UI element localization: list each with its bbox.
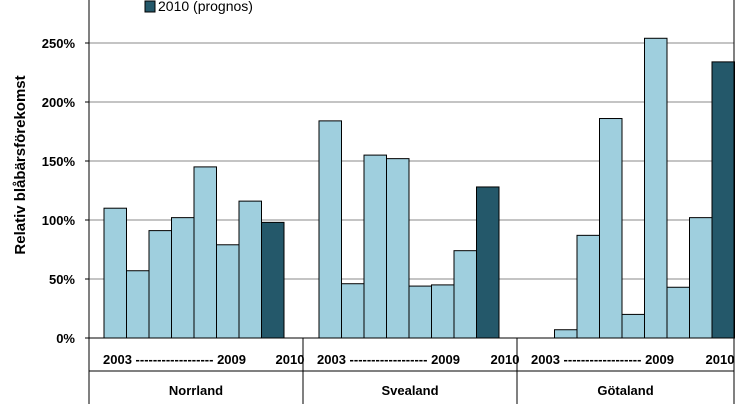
bars: [103, 37, 735, 339]
bar-observed: [238, 200, 262, 339]
bar-observed: [644, 37, 668, 339]
bar-observed: [386, 158, 410, 339]
x-region-label: Svealand: [381, 383, 438, 398]
axis-labels: 0% 50% 100% 150% 200% 250% 2003 --------------…: [42, 36, 735, 398]
y-tick-label: 150%: [42, 154, 76, 169]
bar-observed: [363, 154, 387, 339]
legend-swatch: [144, 0, 156, 13]
x-year-forecast-label: 2010: [491, 352, 520, 367]
bar-observed: [318, 120, 342, 339]
x-region-label: Norrland: [169, 383, 223, 398]
bar-observed: [408, 285, 432, 339]
y-tick-label: 200%: [42, 95, 76, 110]
bar-forecast-2010: [261, 221, 285, 339]
bar-observed: [621, 313, 645, 339]
bar-observed: [216, 244, 240, 339]
bar-observed: [576, 234, 600, 339]
bar-observed: [341, 283, 365, 339]
bar-observed: [103, 207, 127, 339]
y-axis-title: Relativ blåbärsförekomst: [12, 75, 29, 254]
bar-forecast-2010: [476, 186, 500, 339]
legend: 2010 (prognos): [144, 0, 253, 14]
bar-observed: [554, 329, 578, 339]
x-region-label: Götaland: [597, 383, 653, 398]
bar-observed: [171, 217, 195, 339]
bar-observed: [126, 270, 150, 339]
bar-observed: [689, 217, 713, 339]
y-tick-label: 0%: [56, 331, 75, 346]
x-year-range-label: 2003 ------------------ 2009: [317, 352, 460, 367]
x-year-range-label: 2003 ------------------ 2009: [103, 352, 246, 367]
x-year-forecast-label: 2010: [706, 352, 735, 367]
x-year-forecast-label: 2010: [276, 352, 305, 367]
bar-observed: [599, 118, 623, 339]
y-tick-label: 250%: [42, 36, 76, 51]
legend-label: 2010 (prognos): [158, 0, 253, 14]
y-tick-label: 100%: [42, 213, 76, 228]
bar-forecast-2010: [711, 61, 735, 339]
bar-observed: [431, 284, 455, 339]
bar-observed: [666, 286, 690, 339]
bar-observed: [148, 230, 172, 339]
y-tick-label: 50%: [49, 272, 75, 287]
bar-observed: [193, 166, 217, 339]
axes: [85, 0, 735, 404]
x-year-range-label: 2003 ------------------ 2009: [531, 352, 674, 367]
bar-observed: [453, 250, 477, 339]
